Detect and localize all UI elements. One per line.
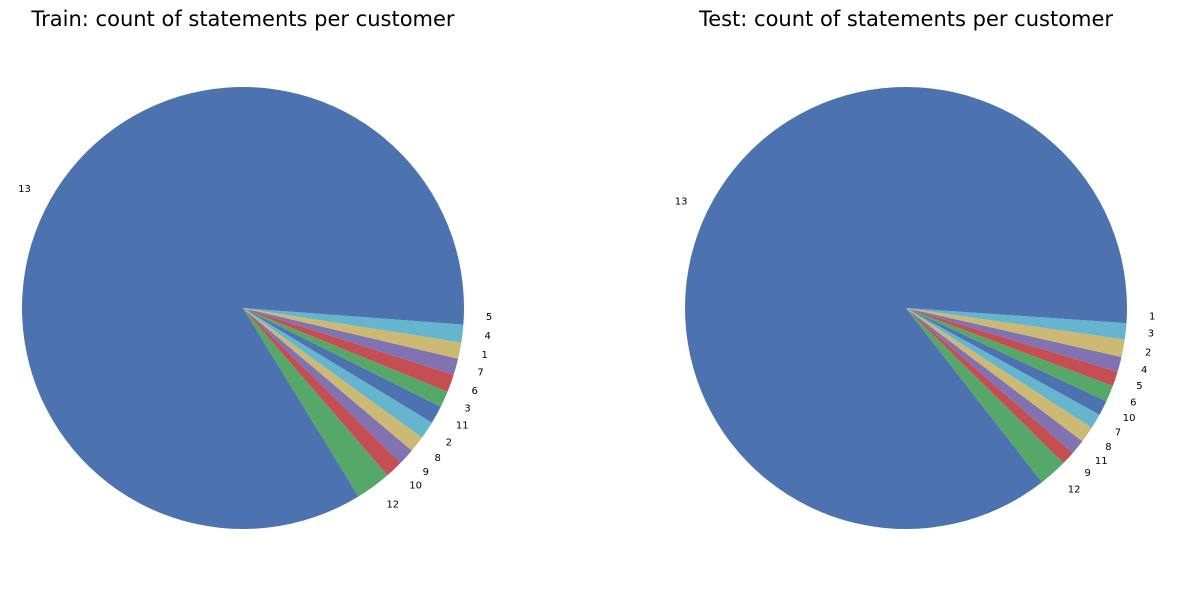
test-slice-label: 10 <box>1123 413 1136 424</box>
test-slice-label: 6 <box>1130 397 1136 408</box>
test-slice-label: 12 <box>1068 485 1081 496</box>
train-slice-label: 9 <box>423 467 429 478</box>
test-chart-title: Test: count of statements per customer <box>698 7 1113 31</box>
test-slice-label: 2 <box>1145 347 1151 358</box>
train-slice-label: 3 <box>464 403 470 414</box>
train-slice-5 <box>243 308 464 325</box>
train-slice-label: 1 <box>482 350 488 361</box>
train-slice-7 <box>243 308 459 375</box>
train-slice-label: 8 <box>434 453 440 464</box>
train-slice-9 <box>243 308 412 463</box>
test-slice-11 <box>906 308 1083 453</box>
train-slice-4 <box>243 308 464 343</box>
train-slice-label: 7 <box>477 368 483 379</box>
train-chart-title: Train: count of statements per customer <box>30 7 455 31</box>
test-slice-7 <box>906 308 1100 428</box>
test-slice-3 <box>906 308 1127 340</box>
train-slice-label: 5 <box>486 312 492 323</box>
test-slice-label: 3 <box>1148 329 1154 340</box>
test-slice-label: 4 <box>1141 365 1147 376</box>
train-slice-label: 6 <box>472 386 478 397</box>
test-slice-label: 8 <box>1105 442 1111 453</box>
test-slice-1 <box>906 308 1127 324</box>
test-slice-4 <box>906 308 1122 372</box>
train-pie-chart: Train: count of statements per customer … <box>18 7 492 529</box>
train-slice-label: 2 <box>446 437 452 448</box>
train-slice-2 <box>243 308 432 438</box>
train-slice-label: 4 <box>484 331 490 342</box>
test-slice-label: 5 <box>1136 381 1142 392</box>
train-slice-label: 11 <box>456 420 469 431</box>
train-slice-label: 13 <box>18 184 31 195</box>
test-slice-2 <box>906 308 1125 358</box>
test-slice-10 <box>906 308 1107 415</box>
test-slice-label: 7 <box>1115 428 1121 439</box>
test-slice-8 <box>906 308 1092 442</box>
train-slice-11 <box>243 308 441 423</box>
train-slice-12 <box>243 308 388 497</box>
test-slice-5 <box>906 308 1118 387</box>
train-slice-13 <box>22 86 464 529</box>
train-slice-8 <box>243 308 423 451</box>
train-slice-10 <box>243 308 401 476</box>
test-pie-chart: Test: count of statements per customer 1… <box>675 7 1156 529</box>
test-slice-6 <box>906 308 1113 402</box>
train-slice-1 <box>243 308 462 359</box>
test-slices <box>685 86 1127 529</box>
test-slice-13 <box>685 86 1127 529</box>
test-slice-label: 11 <box>1095 456 1108 467</box>
train-slice-label: 10 <box>409 480 422 491</box>
test-slice-label: 9 <box>1084 468 1090 479</box>
test-slice-12 <box>906 308 1064 483</box>
train-slice-6 <box>243 308 454 392</box>
test-slice-label: 13 <box>675 196 688 207</box>
test-slice-9 <box>906 308 1073 464</box>
train-slices <box>22 86 464 529</box>
train-slice-3 <box>243 308 448 407</box>
test-slice-label: 1 <box>1149 311 1155 322</box>
train-slice-label: 12 <box>386 499 399 510</box>
